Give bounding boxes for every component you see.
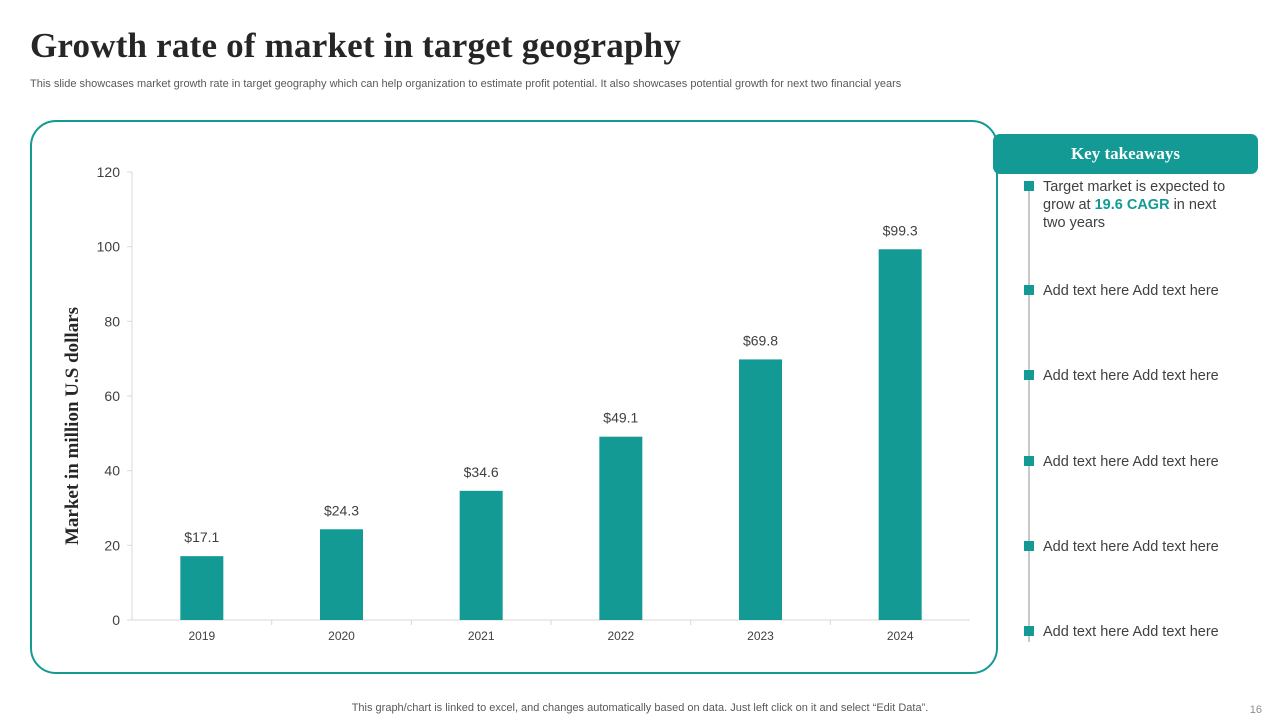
footer-note: This graph/chart is linked to excel, and… bbox=[351, 702, 929, 714]
bar-2023 bbox=[739, 359, 782, 620]
key-takeaways-header: Key takeaways bbox=[993, 134, 1258, 174]
y-tick-label: 80 bbox=[104, 313, 120, 329]
y-tick-label: 120 bbox=[97, 164, 121, 180]
page-subtitle: This slide showcases market growth rate … bbox=[30, 78, 902, 90]
y-tick-label: 60 bbox=[104, 388, 120, 404]
takeaway-text-part: in next two years bbox=[1043, 197, 1217, 231]
y-tick-label: 20 bbox=[104, 537, 120, 553]
takeaway-text-part: Target market is expected to grow at bbox=[1043, 179, 1226, 213]
y-axis-title: Market in million U.S dollars bbox=[62, 307, 83, 545]
bullet-square-icon bbox=[1024, 626, 1034, 636]
takeaways-timeline-line bbox=[1028, 182, 1030, 642]
takeaway-item: Add text here Add text here bbox=[1024, 367, 1264, 385]
x-tick-label: 2020 bbox=[328, 629, 355, 643]
takeaway-item: Add text here Add text here bbox=[1024, 538, 1264, 556]
chart-frame: 0 20 40 60 80 100 120 $17.1 2019 $24.3 2020 $34.6 20… bbox=[30, 120, 998, 674]
takeaway-item: Add text here Add text here bbox=[1024, 282, 1264, 300]
x-tick-label: 2021 bbox=[468, 629, 495, 643]
data-label-2024: $99.3 bbox=[883, 222, 918, 238]
takeaway-text: Add text here Add text here bbox=[1043, 539, 1219, 555]
bar-2019 bbox=[180, 556, 224, 620]
x-tick-label: 2023 bbox=[747, 629, 774, 643]
data-label-2023: $69.8 bbox=[743, 332, 778, 348]
page-title: Growth rate of market in target geograph… bbox=[30, 26, 682, 65]
bar-2022 bbox=[599, 436, 643, 620]
takeaway-text: Add text here Add text here bbox=[1043, 368, 1219, 384]
bar-2024 bbox=[878, 249, 922, 620]
takeaway-text: Add text here Add text here bbox=[1043, 283, 1219, 299]
bullet-square-icon bbox=[1024, 370, 1034, 380]
y-tick-label: 100 bbox=[97, 239, 121, 255]
x-tick-label: 2019 bbox=[188, 629, 215, 643]
takeaway-item: Add text here Add text here bbox=[1024, 453, 1264, 471]
takeaway-item: Add text here Add text here bbox=[1024, 623, 1264, 641]
bullet-square-icon bbox=[1024, 541, 1034, 551]
data-label-2021: $34.6 bbox=[464, 464, 499, 480]
takeaway-item: Target market is expected to grow at 19.… bbox=[1024, 178, 1264, 232]
y-tick-label: 0 bbox=[112, 612, 120, 628]
takeaway-text: Add text here Add text here bbox=[1043, 454, 1219, 470]
takeaway-text: Add text here Add text here bbox=[1043, 624, 1219, 640]
bar-chart: 0 20 40 60 80 100 120 $17.1 2019 $24.3 2020 $34.6 20… bbox=[62, 164, 970, 643]
bullet-square-icon bbox=[1024, 456, 1034, 466]
data-label-2020: $24.3 bbox=[324, 502, 359, 518]
x-tick-label: 2024 bbox=[887, 629, 914, 643]
bar-2021 bbox=[459, 490, 503, 620]
y-tick-label: 40 bbox=[104, 463, 120, 479]
x-tick-label: 2022 bbox=[607, 629, 634, 643]
bullet-square-icon bbox=[1024, 285, 1034, 295]
cagr-highlight: 19.6 CAGR bbox=[1094, 197, 1170, 213]
takeaway-text: Target market is expected to grow at 19.… bbox=[1043, 178, 1233, 232]
data-label-2019: $17.1 bbox=[184, 529, 219, 545]
bar-2020 bbox=[320, 529, 363, 620]
page-number: 16 bbox=[1249, 704, 1262, 716]
data-label-2022: $49.1 bbox=[603, 410, 638, 426]
bullet-square-icon bbox=[1024, 181, 1034, 191]
